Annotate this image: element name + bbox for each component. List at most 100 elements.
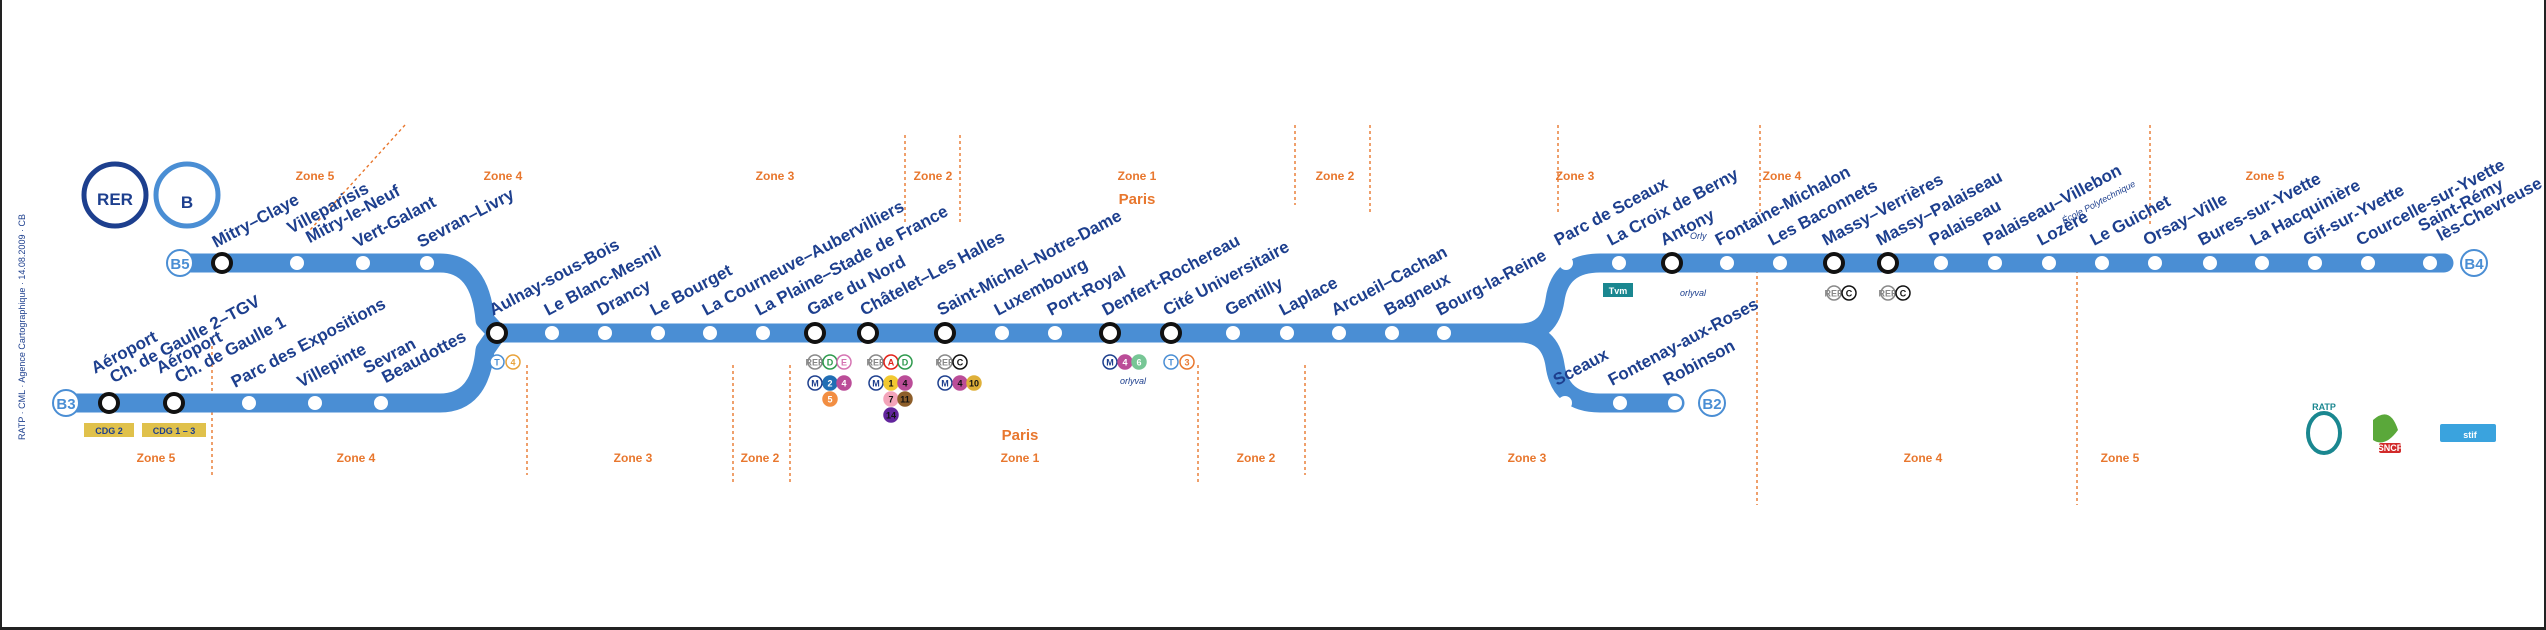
- rer-logo-text: RER: [97, 190, 133, 209]
- massy-verrieres-rer-badge: [1826, 285, 1842, 301]
- massy-palaiseau-rer-C: [1895, 285, 1911, 301]
- saint-michel-metro-10: [966, 375, 982, 391]
- chatelet-metro-7-text: 7: [888, 395, 893, 405]
- branch-label-b4: B4: [2464, 256, 2484, 273]
- zone-label-top: Zone 3: [756, 169, 795, 183]
- station-bagneux: [1385, 326, 1399, 340]
- branch-end-b2: [1698, 389, 1726, 417]
- zone-label-bottom: Zone 3: [614, 451, 653, 465]
- gare-du-nord-metro-4-text: 4: [841, 379, 846, 389]
- zone-label-top: Zone 4: [484, 169, 523, 183]
- aulnay-tram-badge-text: T: [494, 358, 500, 368]
- paris-label-top: Paris: [1119, 191, 1156, 208]
- station-villepinte: [308, 396, 322, 410]
- ratp-logo-icon: [2306, 411, 2342, 455]
- stif-logo-icon: [2440, 424, 2496, 442]
- saint-michel-rer-C-text: C: [957, 358, 964, 368]
- chatelet-metro-11-text: 11: [900, 395, 910, 405]
- track-segment: [170, 253, 507, 343]
- station-villeparisis-mitry-le-neuf: [290, 256, 304, 270]
- cite-u-tram-line: [1179, 354, 1195, 370]
- cite-u-tram-badge: [1163, 354, 1179, 370]
- aulnay-tram-badge: [489, 354, 505, 370]
- chatelet-rer-badge-text: RER: [866, 358, 886, 368]
- station-loz-re: [2042, 256, 2056, 270]
- station-robinson: [1668, 396, 1682, 410]
- zone-label-top: Zone 4: [1763, 169, 1802, 183]
- zone-label-top: Zone 1: [1118, 169, 1157, 183]
- saint-michel-metro-badge-text: M: [941, 379, 949, 389]
- saint-michel-metro-10-text: 10: [969, 379, 979, 389]
- track-segment: [1510, 253, 2454, 343]
- station-palaiseau: [1934, 256, 1948, 270]
- saint-michel-metro-badge: [937, 375, 953, 391]
- station-label-sevran-beaudottes: SevranBeaudottes: [360, 312, 469, 393]
- zone-label-bottom: Zone 2: [1237, 451, 1276, 465]
- station-le-guichet: [2095, 256, 2109, 270]
- cdg2-terminal-badge: [84, 423, 134, 437]
- antony-orlyval: orlyval: [1680, 288, 1707, 298]
- saint-michel-rer-badge: [937, 354, 953, 370]
- zone-label-top: Zone 2: [914, 169, 953, 183]
- station-orsay-ville: [2148, 256, 2162, 270]
- branch-label-b3: B3: [56, 396, 75, 413]
- station-le-blanc-mesnil: [545, 326, 559, 340]
- gare-du-nord-metro-4: [836, 375, 852, 391]
- branch-label-b2: B2: [1702, 396, 1721, 413]
- branch-end-b3: [52, 389, 80, 417]
- antony-sub-label: Orly: [1690, 231, 1707, 241]
- gare-du-nord-metro-badge-text: M: [811, 379, 819, 389]
- stif-logo-text: stif: [2463, 430, 2478, 440]
- track-segment: [65, 323, 507, 413]
- station-laplace: [1280, 326, 1294, 340]
- station-a-roport-ch-de-gaulle-tgv: [98, 392, 120, 414]
- sncf-logo-icon: [2379, 443, 2401, 453]
- station-denfert-rochereau: [1099, 322, 1121, 344]
- gare-du-nord-rer-E-text: E: [841, 358, 847, 368]
- branch-label-b5: B5: [170, 256, 189, 273]
- station-sceaux: [1558, 396, 1572, 410]
- saint-michel-rer-C: [952, 354, 968, 370]
- chatelet-rer-D-text: D: [902, 358, 909, 368]
- branch-end-b4: [2460, 249, 2488, 277]
- station-a-roport-ch-de-gaulle-: [163, 392, 185, 414]
- croix-de-berny-tvm-text: Tvm: [1609, 286, 1628, 296]
- station-bourg-la-reine: [1437, 326, 1451, 340]
- chatelet-metro-14: [883, 407, 899, 423]
- gare-du-nord-rer-badge-text: RER: [805, 358, 825, 368]
- zone-label-top: Zone 5: [296, 169, 335, 183]
- denfert-orlyval: orlyval: [1120, 376, 1147, 386]
- station-parc-des-expositions: [242, 396, 256, 410]
- zone-label-bottom: Zone 3: [1508, 451, 1547, 465]
- zone-label-bottom: Zone 5: [137, 451, 176, 465]
- station-arcueil-cachan: [1332, 326, 1346, 340]
- track-segment: [1510, 323, 1685, 413]
- gare-du-nord-metro-2-text: 2: [827, 379, 832, 389]
- cdg13-terminal-text: CDG 1 – 3: [153, 426, 196, 436]
- station-fontenay-aux-roses: [1613, 396, 1627, 410]
- chatelet-rer-A-text: A: [888, 358, 895, 368]
- chatelet-metro-4-text: 4: [902, 379, 907, 389]
- zone-label-bottom: Zone 5: [2101, 451, 2140, 465]
- gare-du-nord-metro-5-text: 5: [827, 395, 832, 405]
- station-fontaine-michalon: [1720, 256, 1734, 270]
- cite-u-tram-badge-text: T: [1168, 358, 1174, 368]
- massy-verrieres-rer-C-text: C: [1846, 289, 1853, 299]
- massy-palaiseau-rer-badge: [1880, 285, 1896, 301]
- aulnay-tram-line-text: 4: [510, 358, 515, 368]
- station-massy-palaiseau: [1877, 252, 1899, 274]
- station-label-laplace: Laplace: [1276, 273, 1341, 319]
- station-vert-galant: [356, 256, 370, 270]
- station-la-plaine-stade-de-france: [756, 326, 770, 340]
- denfert-metro-badge-text: M: [1106, 358, 1114, 368]
- zone-label-bottom: Zone 2: [741, 451, 780, 465]
- station-la-hacquini-re: [2255, 256, 2269, 270]
- chatelet-rer-badge: [868, 354, 884, 370]
- station-gentilly: [1226, 326, 1240, 340]
- station-le-bourget: [651, 326, 665, 340]
- station-ch-telet-les-halles: [857, 322, 879, 344]
- station-bures-sur-yvette: [2203, 256, 2217, 270]
- station-saint-r-my-l-s-chevreuse: [2423, 256, 2437, 270]
- line-b-logo-ring: [153, 161, 221, 229]
